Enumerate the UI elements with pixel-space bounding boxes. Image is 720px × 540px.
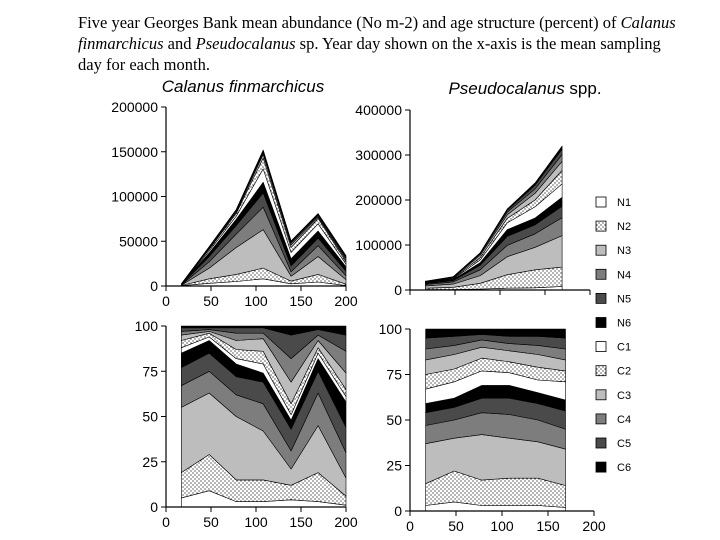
x-tick-label: 0 (162, 293, 170, 309)
caption-part1: Five year Georges Bank mean abundance (N… (78, 13, 621, 32)
figure-caption: Five year Georges Bank mean abundance (N… (78, 12, 678, 75)
y-tick-label: 100 (379, 321, 403, 337)
area-pseudocalanus-percent-n6 (425, 328, 566, 339)
calanus-percent-chart: 0 25 50 75 100 0 50 100 150 200 (135, 318, 358, 530)
x-tick-label: 200 (334, 514, 358, 530)
stage-legend: N1 N2 N3 N4 N5 N6 C1 C2 C3 C4 C5 C6 (595, 196, 631, 474)
pseudocalanus-abundance-chart: 0 100000 200000 300000 400000 (355, 102, 591, 298)
legend-label-n1: N1 (617, 197, 631, 209)
legend-label-n4: N4 (617, 269, 631, 281)
legend-swatch-n6 (595, 317, 607, 328)
y-tick-label: 50 (386, 412, 402, 428)
x-tick-label: 200 (582, 518, 606, 534)
area-pseudocalanus-abundance-n6 (425, 145, 563, 282)
legend-swatch-n5 (595, 292, 607, 304)
legend-label-n5: N5 (617, 293, 631, 305)
caption-species1: Calanus finmarchicus (78, 13, 676, 53)
x-tick-label: 100 (490, 518, 514, 534)
area-calanus-percent-n6 (181, 325, 347, 336)
legend-label-c2: C2 (617, 366, 631, 378)
x-tick-label: 200 (334, 293, 358, 309)
legend-swatch-n1 (595, 196, 607, 208)
legend-label-n3: N3 (617, 245, 631, 257)
legend-label-c4: C4 (617, 414, 631, 426)
legend-swatch-c5 (595, 437, 607, 449)
y-tick-label: 100 (135, 318, 159, 334)
y-tick-label: 100000 (111, 189, 158, 205)
y-tick-label: 25 (142, 454, 158, 470)
y-tick-label: 150000 (111, 144, 158, 160)
y-tick-label: 25 (386, 458, 402, 474)
legend-label-c3: C3 (617, 390, 631, 402)
x-tick-label: 50 (203, 293, 219, 309)
y-tick-label: 50 (142, 409, 158, 425)
y-tick-label: 200000 (111, 99, 158, 115)
legend-swatch-c2 (595, 365, 607, 377)
x-tick-label: 100 (244, 514, 268, 530)
pseudocalanus-percent-chart: 0 25 50 75 100 0 50 100 150 200 (379, 321, 606, 534)
legend-label-c6: C6 (617, 462, 631, 474)
y-tick-label: 0 (394, 282, 402, 298)
y-tick-label: 0 (394, 503, 402, 519)
legend-label-n6: N6 (617, 318, 631, 330)
legend-swatch-c4 (595, 413, 607, 425)
y-tick-label: 75 (142, 363, 158, 379)
legend-swatch-c3 (595, 389, 607, 401)
legend-swatch-n3 (595, 244, 607, 256)
legend-swatch-c6 (595, 461, 607, 473)
x-tick-label: 50 (448, 518, 464, 534)
y-tick-label: 50000 (119, 233, 158, 249)
x-tick-label: 150 (289, 293, 313, 309)
legend-swatch-n4 (595, 268, 607, 280)
pseudocalanus-title-suffix: spp. (565, 79, 602, 98)
caption-part2: and (163, 34, 196, 53)
y-tick-label: 200000 (355, 192, 402, 208)
x-tick-label: 100 (244, 293, 268, 309)
calanus-abundance-chart: 0 50000 100000 150000 200000 0 50 100 150 200 (111, 99, 358, 309)
legend-label-n2: N2 (617, 221, 631, 233)
legend-label-c1: C1 (617, 342, 631, 354)
pseudocalanus-title: Pseudocalanus spp. (448, 79, 601, 98)
x-tick-label: 150 (289, 514, 313, 530)
caption-species2: Pseudocalanus (195, 34, 296, 53)
area-calanus-abundance-n6 (181, 149, 347, 285)
y-tick-label: 100000 (355, 237, 402, 253)
legend-swatch-c1 (595, 341, 607, 353)
pseudocalanus-title-genus: Pseudocalanus (448, 79, 565, 98)
x-tick-label: 50 (203, 514, 219, 530)
legend-swatch-n2 (595, 220, 607, 232)
caption-part3: sp. Year day shown on the x-axis is the … (78, 34, 661, 74)
x-tick-label: 150 (536, 518, 560, 534)
y-tick-label: 400000 (355, 102, 402, 118)
x-tick-label: 0 (406, 518, 414, 534)
y-tick-label: 0 (150, 499, 158, 515)
y-tick-label: 75 (386, 367, 402, 383)
y-tick-label: 0 (150, 278, 158, 294)
calanus-title: Calanus finmarchicus (162, 77, 325, 96)
y-tick-label: 300000 (355, 147, 402, 163)
legend-label-c5: C5 (617, 438, 631, 450)
x-tick-label: 0 (162, 514, 170, 530)
